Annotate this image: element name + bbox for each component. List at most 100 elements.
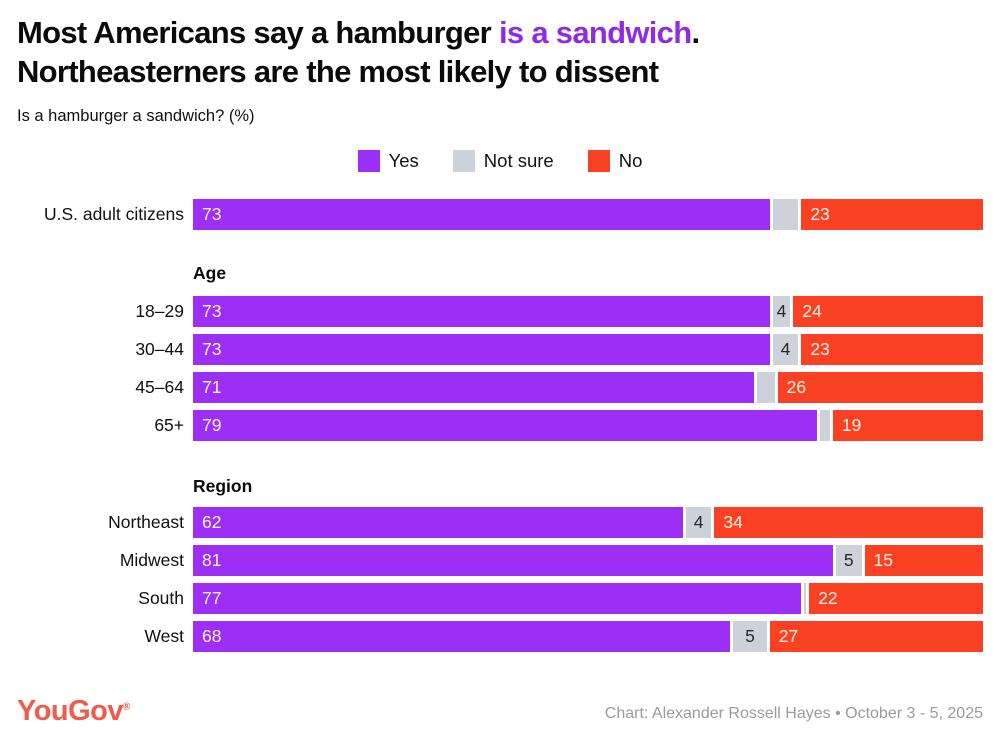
row-label: 18–29	[135, 301, 184, 321]
bar-segment-no: 19	[832, 410, 983, 441]
stacked-bar: 68 5 27	[193, 621, 983, 652]
legend-label: No	[618, 150, 643, 171]
bar-segment-not-sure: 4	[769, 296, 794, 327]
chart-subtitle: Is a hamburger a sandwich? (%)	[17, 107, 255, 125]
bar-row-18-29: 18–29 73 4 24	[17, 296, 983, 327]
bar-value-label: 79	[202, 415, 222, 435]
bar-value-label: 5	[745, 626, 755, 646]
bar-value-label: 73	[202, 301, 222, 321]
bar-segment-no: 23	[801, 334, 983, 365]
bar-value-label: 34	[723, 512, 743, 532]
bar-value-label: 27	[778, 626, 799, 646]
row-label: 65+	[154, 415, 184, 435]
bar-row-south: South 77 22	[17, 583, 983, 614]
bar-row-45-64: 45–64 71 26	[17, 372, 983, 403]
legend-item-yes: Yes	[357, 150, 419, 172]
bar-segment-yes: 62	[193, 507, 683, 538]
stacked-bar: 79 19	[193, 410, 983, 441]
bar-segment-not-sure: 4	[769, 334, 802, 365]
bar-value-label: 62	[202, 512, 222, 532]
registered-mark: ®	[123, 701, 130, 713]
title-line2: Northeasterners are the most likely to d…	[17, 54, 659, 89]
bar-value-label: 5	[843, 550, 854, 570]
stacked-bar: 81 5 15	[193, 545, 983, 576]
stacked-bar: 71 26	[193, 372, 983, 403]
stacked-bar: 73 23	[193, 199, 983, 230]
yougov-logo: YouGov®	[17, 695, 130, 728]
legend-item-no: No	[587, 150, 643, 172]
bar-row-u-s-adult-citizens: U.S. adult citizens 73 23	[17, 199, 983, 230]
bar-segment-yes: 81	[193, 545, 833, 576]
legend-swatch-no	[587, 150, 610, 172]
row-label: Northeast	[108, 512, 184, 532]
bar-value-label: 71	[202, 377, 222, 397]
bar-segment-no: 24	[793, 296, 983, 327]
bar-value-label: 23	[810, 204, 830, 224]
row-label: South	[138, 588, 184, 608]
bar-value-label: 22	[818, 588, 838, 608]
bar-chart: U.S. adult citizens 73 23 Age 18–29 73 4 24 30–4…	[17, 199, 983, 652]
bar-value-label: 4	[693, 512, 704, 532]
bar-value-label: 23	[810, 339, 830, 359]
bar-value-label: 81	[202, 550, 222, 570]
bar-segment-yes: 73	[193, 334, 770, 365]
bar-value-label: 26	[786, 377, 807, 397]
chart-title: Most Americans say a hamburger is a sand…	[17, 13, 983, 91]
bar-segment-no: 26	[777, 372, 983, 403]
bar-value-label: 24	[802, 301, 822, 321]
row-label: 45–64	[135, 377, 184, 397]
bar-row-midwest: Midwest 81 5 15	[17, 545, 983, 576]
bar-segment-no: 34	[714, 507, 983, 538]
stacked-bar: 73 4 23	[193, 334, 983, 365]
stacked-bar: 73 4 24	[193, 296, 983, 327]
bar-value-label: 73	[202, 204, 222, 224]
bar-segment-not-sure	[769, 199, 802, 230]
title-accent: is a sandwich	[498, 15, 692, 50]
title-part2: .	[691, 15, 700, 50]
legend: Yes Not sure No	[0, 150, 1000, 172]
bar-value-label: 19	[841, 415, 862, 435]
bar-segment-not-sure: 4	[682, 507, 715, 538]
bar-segment-not-sure: 5	[832, 545, 865, 576]
yougov-logo-text: YouGov	[17, 695, 124, 727]
bar-segment-not-sure	[801, 583, 810, 614]
title-line1: Most Americans say a hamburger is a sand…	[17, 15, 700, 50]
bar-row-west: West 68 5 27	[17, 621, 983, 652]
legend-swatch-not-sure	[452, 150, 475, 172]
row-label: 30–44	[135, 339, 184, 359]
chart-credit: Chart: Alexander Rossell Hayes • October…	[604, 705, 983, 722]
bar-segment-yes: 68	[193, 621, 731, 652]
bar-row-65: 65+ 79 19	[17, 410, 983, 441]
bar-row-northeast: Northeast 62 4 34	[17, 507, 983, 538]
legend-label: Not sure	[483, 150, 554, 171]
bar-value-label: 77	[202, 588, 222, 608]
bar-segment-yes: 79	[193, 410, 818, 441]
bar-value-label: 4	[776, 301, 787, 321]
bar-segment-no: 22	[809, 583, 983, 614]
bar-segment-no: 23	[801, 199, 983, 230]
row-label: U.S. adult citizens	[43, 204, 184, 224]
bar-value-label: 4	[780, 339, 791, 359]
bar-segment-not-sure	[753, 372, 778, 403]
group-header-age: Age	[193, 263, 227, 283]
legend-item-not-sure: Not sure	[452, 150, 554, 172]
bar-segment-not-sure: 5	[730, 621, 770, 652]
bar-segment-no: 15	[864, 545, 983, 576]
row-label: Midwest	[119, 550, 184, 570]
stacked-bar: 62 4 34	[193, 507, 983, 538]
bar-value-label: 73	[202, 339, 222, 359]
row-label: West	[144, 626, 184, 646]
bar-value-label: 68	[202, 626, 222, 646]
legend-swatch-yes	[357, 150, 380, 172]
bar-segment-no: 27	[769, 621, 983, 652]
legend-label: Yes	[388, 150, 419, 171]
bar-segment-not-sure	[817, 410, 833, 441]
bar-row-30-44: 30–44 73 4 23	[17, 334, 983, 365]
bar-segment-yes: 73	[193, 296, 770, 327]
bar-segment-yes: 73	[193, 199, 770, 230]
group-header-region: Region	[193, 476, 253, 496]
bar-segment-yes: 71	[193, 372, 754, 403]
bar-segment-yes: 77	[193, 583, 802, 614]
title-part1: Most Americans say a hamburger	[17, 15, 499, 50]
